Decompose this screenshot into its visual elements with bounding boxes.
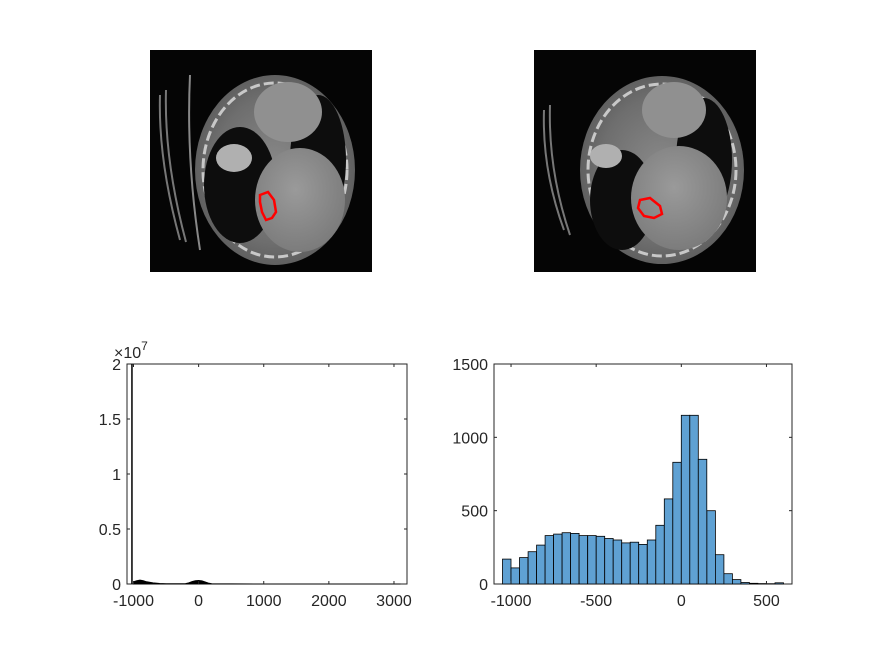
histogram-bar — [587, 535, 597, 585]
ct-image-left — [150, 50, 372, 272]
y-tick-label: 1500 — [452, 357, 488, 374]
histogram-bar — [732, 579, 742, 585]
series-area — [133, 579, 401, 585]
histogram-bar — [629, 541, 640, 585]
histogram-bar — [697, 458, 708, 585]
roi-contour — [636, 196, 664, 220]
histogram-bar — [638, 544, 648, 585]
histogram-bar — [544, 535, 554, 585]
ct-image-right — [534, 50, 756, 272]
y-tick-label: 0 — [479, 577, 488, 594]
histogram-bar — [536, 544, 546, 585]
roi-contour — [258, 190, 278, 222]
x-tick-label: 3000 — [376, 593, 412, 610]
y-tick-label: 0.5 — [99, 522, 121, 539]
axes-box — [126, 363, 408, 585]
histogram-bar — [655, 524, 665, 585]
histogram-bar — [595, 535, 606, 585]
ct-table-lines — [158, 89, 187, 243]
y-tick-label: 1 — [112, 467, 121, 484]
ct-spine — [216, 144, 252, 172]
x-tick-label: -1000 — [491, 593, 532, 610]
x-tick-label: 1000 — [246, 593, 282, 610]
histogram-bar — [510, 567, 520, 585]
ct-heart — [631, 146, 727, 250]
histogram-bar — [749, 582, 759, 585]
axes-histogram-full: -1000 0 1000 2000 3000 00.511.52 ×107 — [99, 339, 412, 610]
histogram-bar — [680, 414, 691, 585]
histogram-bar — [774, 582, 784, 585]
histogram-bar — [519, 557, 529, 585]
histogram-bar — [646, 539, 657, 585]
ct-aorta — [254, 82, 322, 142]
y-tick-label: 500 — [461, 504, 488, 521]
histogram-bar — [715, 554, 725, 585]
x-tick-label: -1000 — [113, 593, 154, 610]
y-tick-label: 1.5 — [99, 412, 121, 429]
ct-table-lines — [542, 104, 571, 236]
ct-ribs — [586, 82, 738, 258]
x-tick-label: 2000 — [311, 593, 347, 610]
histogram-bar — [723, 573, 733, 585]
y-tick-label: 1000 — [452, 430, 488, 447]
y-tick-group: 0 500 1000 1500 — [452, 357, 792, 594]
x-tick-group: -1000 0 1000 2000 3000 — [113, 364, 412, 610]
histogram-bar — [612, 539, 623, 585]
x-tick-label: -500 — [580, 593, 612, 610]
series-line-group — [131, 364, 401, 585]
x-tick-label: 500 — [753, 593, 780, 610]
ct-spine — [590, 144, 622, 168]
ct-table-line — [188, 74, 201, 251]
y-tick-label: 2 — [112, 357, 121, 374]
axes-histogram-roi: -1000 -500 0 500 0 500 1000 1500 — [452, 357, 793, 610]
x-tick-group: -1000 -500 0 500 — [491, 364, 780, 610]
histogram-bar — [663, 498, 674, 585]
histogram-bar — [604, 538, 614, 585]
histogram-bar — [672, 461, 682, 585]
y-tick-group: 0 0.5 1 1.5 2 — [99, 357, 407, 594]
histogram-bar — [502, 558, 512, 585]
histogram-bar — [689, 414, 699, 585]
x-tick-label: 0 — [194, 593, 203, 610]
x-tick-label: 0 — [677, 593, 686, 610]
histogram-bar — [553, 533, 563, 585]
histogram-bar — [527, 551, 537, 585]
ct-heart — [255, 148, 345, 252]
histogram-bar — [578, 535, 588, 585]
ct-aorta — [642, 82, 706, 138]
histogram-bar — [706, 510, 716, 585]
histogram-bar — [621, 542, 631, 585]
y-exponent-label: ×107 — [114, 339, 148, 362]
ct-ribs — [201, 81, 349, 259]
histogram-bar — [570, 533, 580, 585]
histogram-bar — [561, 532, 571, 585]
bar-group — [502, 414, 784, 585]
y-tick-label: 0 — [112, 577, 121, 594]
histogram-bar — [740, 582, 750, 585]
